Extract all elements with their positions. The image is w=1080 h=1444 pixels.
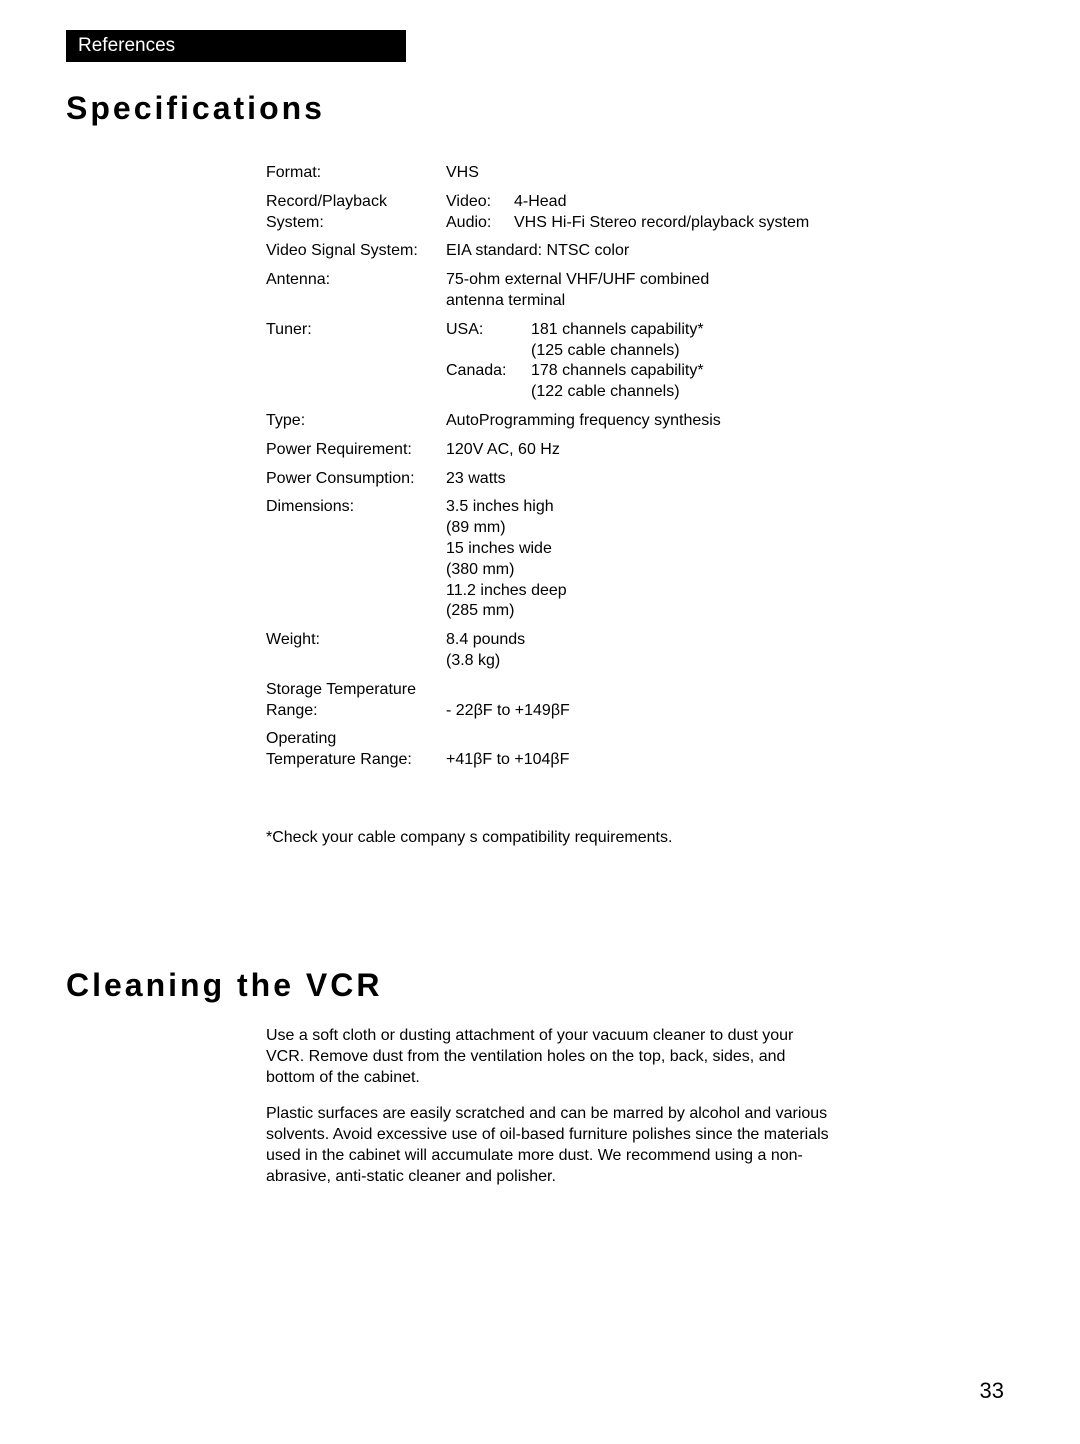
- page: References Specifications Format: VHS Re…: [0, 0, 1080, 1444]
- spec-label: Storage Temperature Range:: [266, 680, 446, 722]
- spec-row-weight: Weight: 8.4 pounds (3.8 kg): [266, 630, 1014, 672]
- specifications-title: Specifications: [66, 90, 1014, 127]
- spec-value: 120V AC, 60 Hz: [446, 440, 1014, 461]
- cleaning-paragraph: Plastic surfaces are easily scratched an…: [266, 1104, 836, 1187]
- sub-value: 4-Head: [514, 192, 566, 213]
- spec-value: 3.5 inches high (89 mm) 15 inches wide (…: [446, 497, 1014, 622]
- spec-value-line: 15 inches wide: [446, 540, 552, 557]
- spec-row-dimensions: Dimensions: 3.5 inches high (89 mm) 15 i…: [266, 497, 1014, 622]
- sub-label: [446, 382, 531, 403]
- spec-label: Power Requirement:: [266, 440, 446, 461]
- spec-label-line: System:: [266, 214, 324, 231]
- spec-row-storage-temp: Storage Temperature Range: - 22βF to +14…: [266, 680, 1014, 722]
- spec-label: Format:: [266, 163, 446, 184]
- spec-row-format: Format: VHS: [266, 163, 1014, 184]
- spec-row-antenna: Antenna: 75-ohm external VHF/UHF combine…: [266, 270, 1014, 312]
- spec-value: 8.4 pounds (3.8 kg): [446, 630, 1014, 672]
- spec-label: Weight:: [266, 630, 446, 672]
- spec-value-line: 3.5 inches high: [446, 498, 554, 515]
- cleaning-title: Cleaning the VCR: [66, 967, 1014, 1004]
- cleaning-paragraph: Use a soft cloth or dusting attachment o…: [266, 1026, 836, 1088]
- spec-value: +41βF to +104βF: [446, 750, 1014, 771]
- spec-label: Type:: [266, 411, 446, 432]
- sub-value: 181 channels capability*: [531, 320, 704, 341]
- spec-label: Antenna:: [266, 270, 446, 312]
- spec-value: Video: 4-Head Audio: VHS Hi-Fi Stereo re…: [446, 192, 1014, 234]
- spec-label-line: Temperature Range:: [266, 751, 412, 768]
- spec-label-line: Operating: [266, 730, 336, 747]
- spec-value-line: - 22βF to +149βF: [446, 702, 570, 719]
- specifications-footnote: *Check your cable company s compatibilit…: [266, 829, 1014, 847]
- spec-label-line: Storage Temperature: [266, 681, 416, 698]
- spec-row-record-playback: Record/Playback System: Video: 4-Head Au…: [266, 192, 1014, 234]
- spec-row-power-cons: Power Consumption: 23 watts: [266, 469, 1014, 490]
- spec-value: AutoProgramming frequency synthesis: [446, 411, 1014, 432]
- spec-value: EIA standard: NTSC color: [446, 241, 1014, 262]
- spec-value-line: (89 mm): [446, 519, 506, 536]
- spec-value-line: 75-ohm external VHF/UHF combined: [446, 271, 709, 288]
- spec-label: Dimensions:: [266, 497, 446, 622]
- spec-label-line: Record/Playback: [266, 193, 387, 210]
- spec-value-line: antenna terminal: [446, 292, 565, 309]
- spec-value-line: (380 mm): [446, 561, 514, 578]
- spec-value: USA: 181 channels capability* (125 cable…: [446, 320, 1014, 403]
- sub-value: (122 cable channels): [531, 382, 680, 403]
- spec-label: Record/Playback System:: [266, 192, 446, 234]
- spec-value: VHS: [446, 163, 1014, 184]
- sub-label: Canada:: [446, 361, 531, 382]
- spec-label-line: Range:: [266, 702, 318, 719]
- spec-row-power-req: Power Requirement: 120V AC, 60 Hz: [266, 440, 1014, 461]
- sub-value: 178 channels capability*: [531, 361, 704, 382]
- sub-label: Audio:: [446, 213, 514, 234]
- specifications-table: Format: VHS Record/Playback System: Vide…: [266, 163, 1014, 771]
- sub-value: VHS Hi-Fi Stereo record/playback system: [514, 213, 809, 234]
- sub-value: (125 cable channels): [531, 341, 680, 362]
- spec-row-op-temp: Operating Temperature Range: +41βF to +1…: [266, 729, 1014, 771]
- spec-value-line: 8.4 pounds: [446, 631, 525, 648]
- sub-label: Video:: [446, 192, 514, 213]
- spec-row-tuner: Tuner: USA: 181 channels capability* (12…: [266, 320, 1014, 403]
- spec-value-line: 11.2 inches deep: [446, 582, 567, 599]
- sub-label: USA:: [446, 320, 531, 341]
- spec-value: 75-ohm external VHF/UHF combined antenna…: [446, 270, 1014, 312]
- spec-label: Tuner:: [266, 320, 446, 403]
- spec-value-line: +41βF to +104βF: [446, 751, 569, 768]
- spec-label: Operating Temperature Range:: [266, 729, 446, 771]
- spec-row-type: Type: AutoProgramming frequency synthesi…: [266, 411, 1014, 432]
- spec-value-line: (285 mm): [446, 602, 514, 619]
- references-header: References: [66, 30, 406, 62]
- spec-value: 23 watts: [446, 469, 1014, 490]
- page-number: 33: [66, 1378, 1014, 1404]
- spec-value: - 22βF to +149βF: [446, 701, 1014, 722]
- sub-label: [446, 341, 531, 362]
- spec-label: Power Consumption:: [266, 469, 446, 490]
- spec-value-line: (3.8 kg): [446, 652, 500, 669]
- spec-label: Video Signal System:: [266, 241, 446, 262]
- spec-row-video-signal: Video Signal System: EIA standard: NTSC …: [266, 241, 1014, 262]
